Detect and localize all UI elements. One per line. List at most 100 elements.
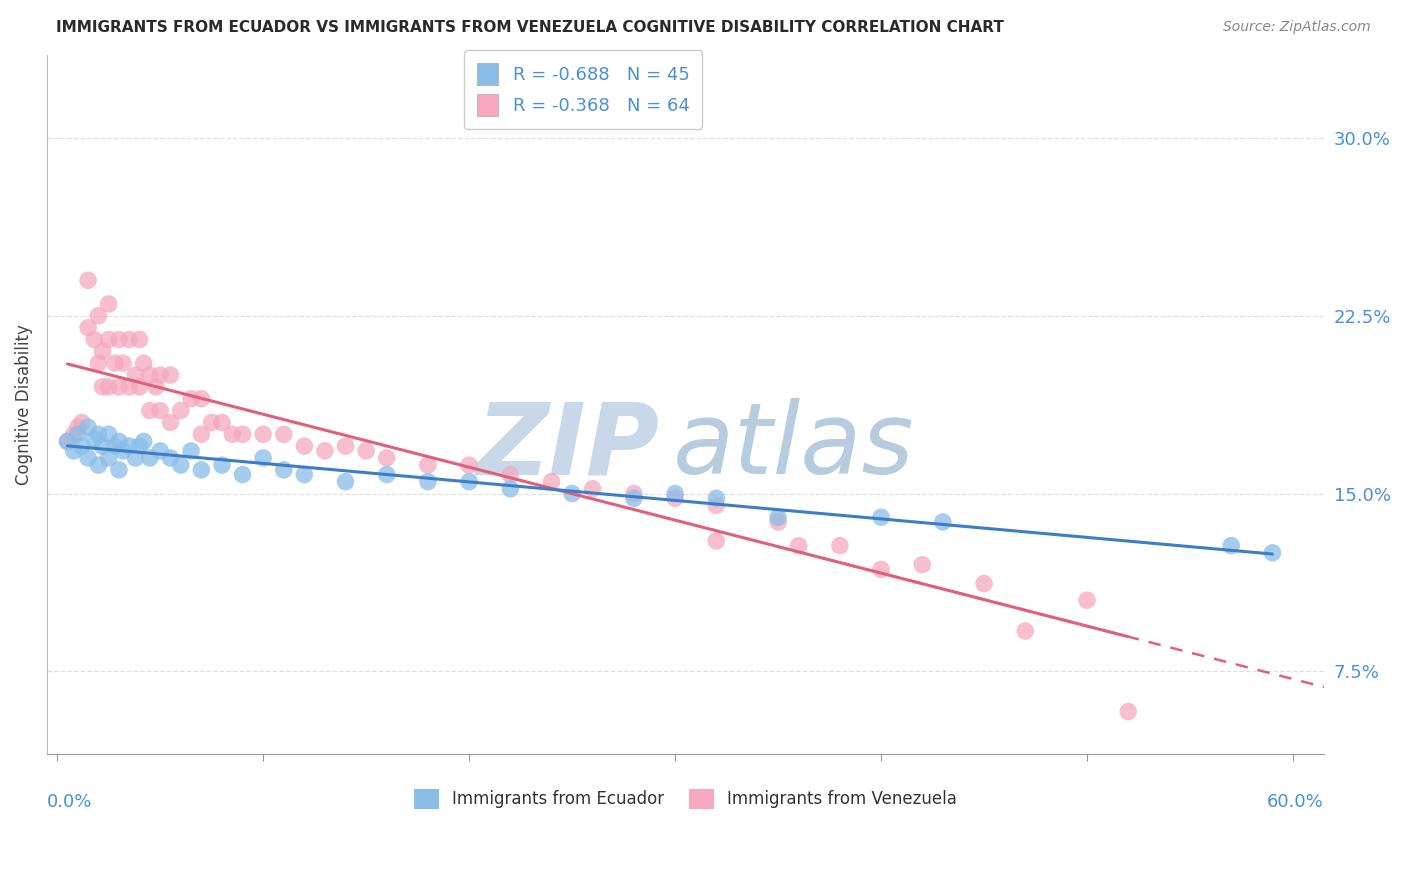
Point <box>149 443 172 458</box>
Point <box>91 344 114 359</box>
Point <box>273 427 295 442</box>
Point <box>108 463 131 477</box>
Point <box>145 380 167 394</box>
Text: 60.0%: 60.0% <box>1267 793 1324 811</box>
Point <box>70 439 93 453</box>
Point <box>704 533 727 548</box>
Point <box>766 510 789 524</box>
Point <box>582 482 605 496</box>
Point <box>190 463 212 477</box>
Point <box>232 427 254 442</box>
Point <box>354 443 377 458</box>
Point <box>273 463 295 477</box>
Point <box>83 432 105 446</box>
Point <box>292 467 315 482</box>
Point <box>416 475 439 489</box>
Point <box>458 475 481 489</box>
Point <box>232 467 254 482</box>
Point <box>416 458 439 472</box>
Point <box>292 439 315 453</box>
Point <box>499 467 522 482</box>
Point <box>66 427 89 442</box>
Point <box>221 427 243 442</box>
Point <box>1261 546 1284 560</box>
Point <box>170 403 193 417</box>
Point <box>159 416 181 430</box>
Point <box>108 434 131 449</box>
Point <box>108 380 131 394</box>
Point <box>1076 593 1098 607</box>
Point <box>128 333 150 347</box>
Point <box>70 416 93 430</box>
Point <box>170 458 193 472</box>
Point <box>704 499 727 513</box>
Point <box>124 450 146 465</box>
Text: 0.0%: 0.0% <box>46 793 93 811</box>
Point <box>499 482 522 496</box>
Point <box>139 368 162 382</box>
Point <box>932 515 955 529</box>
Text: Source: ZipAtlas.com: Source: ZipAtlas.com <box>1223 20 1371 34</box>
Point <box>1220 539 1243 553</box>
Point <box>83 333 105 347</box>
Point <box>104 356 127 370</box>
Point <box>56 434 79 449</box>
Point <box>159 450 181 465</box>
Point <box>97 380 120 394</box>
Point <box>97 427 120 442</box>
Point <box>56 434 79 449</box>
Point <box>252 450 274 465</box>
Point <box>540 475 562 489</box>
Point <box>870 510 893 524</box>
Point <box>211 416 233 430</box>
Point <box>664 486 686 500</box>
Point <box>201 416 224 430</box>
Point <box>87 356 110 370</box>
Point <box>375 467 398 482</box>
Point <box>97 333 120 347</box>
Point <box>704 491 727 506</box>
Point <box>159 368 181 382</box>
Text: ZIP: ZIP <box>477 398 659 495</box>
Point <box>1116 705 1139 719</box>
Point <box>128 380 150 394</box>
Point <box>118 439 141 453</box>
Point <box>664 491 686 506</box>
Point <box>62 427 84 442</box>
Point <box>87 458 110 472</box>
Point <box>180 392 202 406</box>
Point <box>561 486 583 500</box>
Point <box>190 392 212 406</box>
Point <box>314 443 336 458</box>
Point <box>911 558 934 572</box>
Point <box>97 297 120 311</box>
Point <box>180 443 202 458</box>
Point <box>77 420 100 434</box>
Point <box>91 439 114 453</box>
Point <box>77 273 100 287</box>
Point <box>623 486 645 500</box>
Point <box>108 333 131 347</box>
Point <box>112 443 135 458</box>
Point <box>124 368 146 382</box>
Point <box>375 450 398 465</box>
Point <box>77 320 100 334</box>
Point <box>149 368 172 382</box>
Text: atlas: atlas <box>672 398 914 495</box>
Point <box>766 515 789 529</box>
Point <box>66 420 89 434</box>
Point <box>335 475 357 489</box>
Point <box>77 450 100 465</box>
Point <box>458 458 481 472</box>
Point <box>132 356 155 370</box>
Point <box>91 380 114 394</box>
Point <box>132 434 155 449</box>
Point <box>62 443 84 458</box>
Legend: Immigrants from Ecuador, Immigrants from Venezuela: Immigrants from Ecuador, Immigrants from… <box>406 782 965 816</box>
Point <box>104 439 127 453</box>
Point <box>139 403 162 417</box>
Point <box>973 576 995 591</box>
Text: IMMIGRANTS FROM ECUADOR VS IMMIGRANTS FROM VENEZUELA COGNITIVE DISABILITY CORREL: IMMIGRANTS FROM ECUADOR VS IMMIGRANTS FR… <box>56 20 1004 35</box>
Point <box>335 439 357 453</box>
Point <box>787 539 810 553</box>
